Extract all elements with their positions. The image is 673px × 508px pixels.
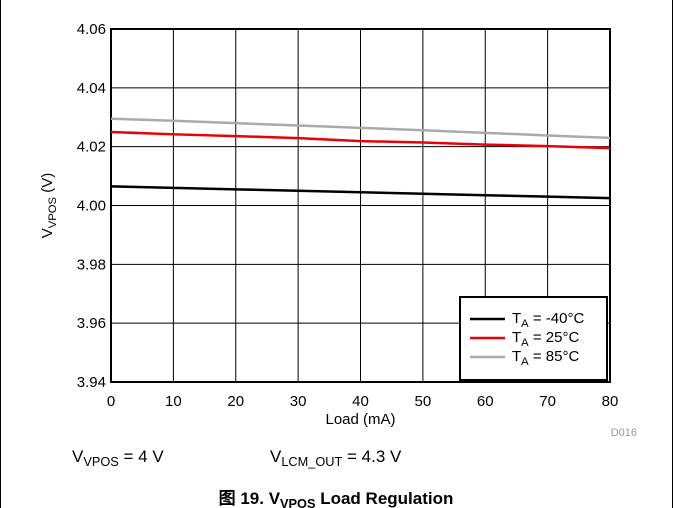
x-tick-label: 80 — [602, 393, 619, 410]
y-axis-label-part: (V) — [39, 173, 56, 197]
annotation-part: LCM_OUT — [281, 454, 342, 469]
legend-label-part: A — [521, 337, 529, 349]
x-tick-label: 30 — [290, 393, 307, 410]
legend-label-part: A — [521, 318, 529, 330]
legend-label-part: A — [521, 356, 529, 368]
y-tick-label: 4.00 — [77, 198, 106, 215]
y-tick-label: 4.02 — [77, 139, 106, 156]
caption: 图 19. VVPOS Load Regulation — [219, 489, 454, 508]
legend-label: TA = 85°C — [512, 348, 579, 368]
x-tick-label: 70 — [539, 393, 556, 410]
annotation-part: V — [270, 447, 282, 466]
legend-label-part: = 85°C — [529, 348, 580, 365]
y-axis-label-part: V — [39, 228, 56, 238]
y-tick-label: 3.94 — [77, 374, 106, 391]
figure-code: D016 — [611, 427, 637, 439]
x-axis-label: Load (mA) — [325, 411, 395, 428]
caption-part: VPOS — [280, 496, 315, 508]
y-tick-label: 4.06 — [77, 21, 106, 38]
annotation-part: = 4 V — [119, 447, 165, 466]
x-tick-label: 10 — [165, 393, 182, 410]
x-tick-label: 40 — [352, 393, 369, 410]
series-line — [110, 117, 611, 140]
y-axis-label-part: VPOS — [47, 197, 59, 228]
y-tick-label: 3.98 — [77, 256, 106, 273]
legend-label: TA = 25°C — [512, 329, 579, 349]
legend-label-part: T — [512, 348, 521, 365]
legend-label: TA = -40°C — [512, 310, 584, 330]
annotation: VLCM_OUT = 4.3 V — [270, 447, 402, 469]
x-tick-label: 0 — [107, 393, 115, 410]
caption-part: Load Regulation — [315, 489, 453, 508]
annotation-part: V — [72, 447, 84, 466]
plot-border — [110, 28, 611, 383]
y-axis-label: VVPOS (V) — [39, 173, 59, 238]
x-tick-label: 20 — [227, 393, 244, 410]
y-tick-label: 4.04 — [77, 80, 106, 97]
x-tick-label: 50 — [415, 393, 432, 410]
caption-part: 图 19. V — [219, 489, 281, 508]
y-tick-label: 3.96 — [77, 315, 106, 332]
legend-label-part: T — [512, 310, 521, 327]
series-line — [110, 130, 611, 150]
annotation: VVPOS = 4 V — [72, 447, 164, 469]
legend-label-part: T — [512, 329, 521, 346]
annotation-part: = 4.3 V — [342, 447, 402, 466]
legend-label-part: = -40°C — [529, 310, 585, 327]
annotation-part: VPOS — [83, 454, 118, 469]
x-tick-label: 60 — [477, 393, 494, 410]
legend-label-part: = 25°C — [529, 329, 580, 346]
series-line — [110, 185, 611, 200]
